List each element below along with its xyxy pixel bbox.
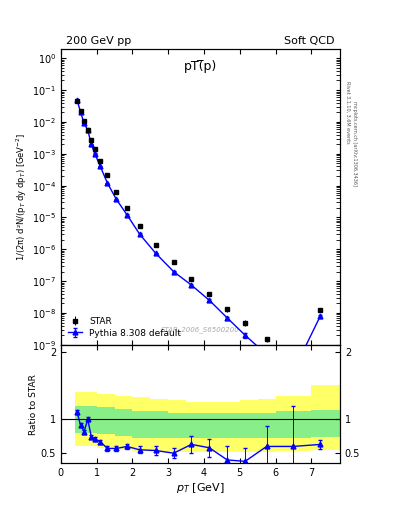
Text: Soft QCD: Soft QCD [284,36,334,46]
Text: pT(̅p): pT(̅p) [184,60,217,74]
X-axis label: $p_T$ [GeV]: $p_T$ [GeV] [176,481,225,495]
Y-axis label: 1/(2π) d²N/(p$_T$ dy dp$_T$) [GeV$^{-2}$]: 1/(2π) d²N/(p$_T$ dy dp$_T$) [GeV$^{-2}$… [15,133,29,261]
Text: Rivet 3.1.10, 3.6M events: Rivet 3.1.10, 3.6M events [345,81,350,144]
Text: 200 GeV pp: 200 GeV pp [66,36,132,46]
Y-axis label: Ratio to STAR: Ratio to STAR [29,374,38,435]
Legend: STAR, Pythia 8.308 default: STAR, Pythia 8.308 default [65,314,184,340]
Text: STAR_2006_S6500200: STAR_2006_S6500200 [161,326,240,333]
Text: mcplots.cern.ch [arXiv:1306.3436]: mcplots.cern.ch [arXiv:1306.3436] [352,101,357,186]
